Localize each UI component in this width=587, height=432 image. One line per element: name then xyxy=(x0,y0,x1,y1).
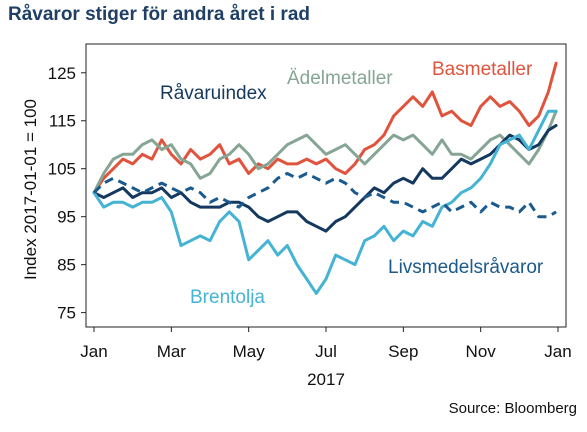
adelmetaller-line xyxy=(92,109,558,195)
x-tick-label: Jan xyxy=(544,342,571,361)
y-tick-label: 85 xyxy=(57,256,76,275)
y-tick-label: 75 xyxy=(57,304,76,323)
x-tick-label: May xyxy=(233,342,266,361)
y-tick-label: 95 xyxy=(57,208,76,227)
y-axis-label: Index 2017-01-01 = 100 xyxy=(21,99,40,280)
y-tick-label: 105 xyxy=(48,160,76,179)
axes: 75 85 95 105 115 125 Jan Mar May Jul Sep Nov Jan 2017… xyxy=(21,43,572,389)
series-labels: Basmetaller Ädelmetaller Råvaruindex Brento… xyxy=(160,59,544,308)
ravaruindex-line xyxy=(92,124,558,233)
x-tick-label: Mar xyxy=(157,342,187,361)
brentolja-label: Brentolja xyxy=(190,287,265,308)
x-tick-label: Jan xyxy=(80,342,107,361)
y-tick-label: 115 xyxy=(49,112,76,131)
x-tick-label: Nov xyxy=(466,342,497,361)
y-tick-label: 125 xyxy=(48,64,76,83)
livsmedelsravaror-line xyxy=(92,172,557,219)
x-axis-label: 2017 xyxy=(307,370,345,389)
basmetaller-label: Basmetaller xyxy=(432,59,533,80)
source-note: Source: Bloomberg xyxy=(448,400,577,417)
basmetaller-line xyxy=(92,61,558,195)
adelmetaller-label: Ädelmetaller xyxy=(287,68,393,89)
ravaruindex-label: Råvaruindex xyxy=(160,83,267,104)
x-tick-label: Sep xyxy=(388,342,418,361)
x-tick-label: Jul xyxy=(315,342,337,361)
chart-title: Råvaror stiger för andra året i rad xyxy=(8,4,310,25)
brentolja-line xyxy=(92,109,558,295)
series-layer xyxy=(92,61,558,295)
livsmedelsravaror-label: Livsmedelsråvaror xyxy=(388,257,544,278)
